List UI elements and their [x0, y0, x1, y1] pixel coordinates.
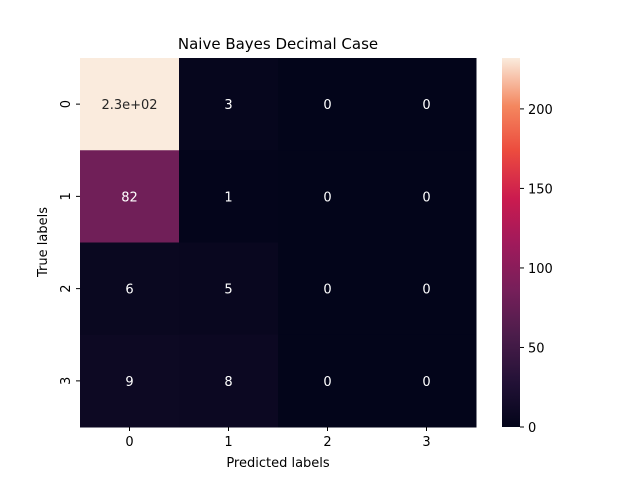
cell-label-r0-c0: 2.3e+02: [101, 98, 157, 113]
colorbar-tick-label-1: 50: [528, 341, 545, 356]
cell-label-r3-c3: 0: [422, 375, 430, 390]
colorbar-tick-label-0: 0: [528, 421, 536, 436]
heatmap-cell-r1-c3: [377, 150, 477, 243]
cell-label-r2-c0: 6: [125, 283, 133, 298]
cell-label-r2-c1: 5: [224, 283, 232, 298]
heatmap-cell-r3-c2: [278, 334, 378, 428]
heatmap-cell-r0-c0: [80, 58, 180, 151]
heatmap-cell-r1-c1: [179, 150, 279, 243]
x-tick-label-2: 2: [323, 435, 331, 450]
colorbar-tick-label-4: 200: [528, 103, 553, 118]
heatmap-cells: [80, 58, 477, 428]
x-tick-label-3: 3: [422, 435, 430, 450]
heatmap-cell-r0-c2: [278, 58, 378, 151]
cell-label-r1-c3: 0: [422, 190, 430, 205]
cell-label-r3-c0: 9: [125, 375, 133, 390]
heatmap-cell-r3-c1: [179, 334, 279, 428]
colorbar-ticks: 0 50 100 150 200: [520, 103, 553, 436]
heatmap-cell-r1-c0: [80, 150, 180, 243]
y-tick-label-0: 0: [59, 100, 74, 108]
colorbar-tick-label-2: 100: [528, 262, 553, 277]
y-tick-label-3: 3: [59, 377, 74, 385]
x-tick-label-1: 1: [224, 435, 232, 450]
y-tick-label-1: 1: [59, 192, 74, 200]
heatmap-cell-r2-c0: [80, 242, 180, 336]
heatmap-cell-r2-c2: [278, 242, 378, 336]
y-axis-label: True labels: [36, 207, 51, 278]
heatmap-cell-r0-c1: [179, 58, 279, 151]
cell-label-r1-c0: 82: [121, 190, 138, 205]
x-tick-label-0: 0: [125, 435, 133, 450]
x-axis-ticks: 0 1 2 3: [125, 427, 431, 450]
chart-title: Naive Bayes Decimal Case: [178, 35, 378, 53]
heatmap-cell-r2-c1: [179, 242, 279, 336]
colorbar-tick-label-3: 150: [528, 182, 553, 197]
x-axis-label: Predicted labels: [226, 456, 330, 471]
cell-label-r0-c1: 3: [224, 98, 232, 113]
heatmap-cell-r2-c3: [377, 242, 477, 336]
cell-label-r1-c1: 1: [224, 190, 232, 205]
heatmap-cell-r0-c3: [377, 58, 477, 151]
cell-label-r3-c2: 0: [323, 375, 331, 390]
y-axis-ticks: 0 1 2 3: [59, 100, 80, 385]
cell-label-r2-c2: 0: [323, 283, 331, 298]
heatmap-cell-r3-c3: [377, 334, 477, 428]
heatmap-cell-r1-c2: [278, 150, 378, 243]
cell-label-r3-c1: 8: [224, 375, 232, 390]
cell-label-r1-c2: 0: [323, 190, 331, 205]
colorbar: [502, 58, 520, 427]
cell-label-r0-c2: 0: [323, 98, 331, 113]
heatmap-cell-r3-c0: [80, 334, 180, 428]
cell-label-r2-c3: 0: [422, 283, 430, 298]
y-tick-label-2: 2: [59, 284, 74, 292]
heatmap-cell-labels: 2.3e+02 3 0 0 82 1 0 0 6 5 0 0 9 8 0 0: [101, 98, 430, 390]
cell-label-r0-c3: 0: [422, 98, 430, 113]
